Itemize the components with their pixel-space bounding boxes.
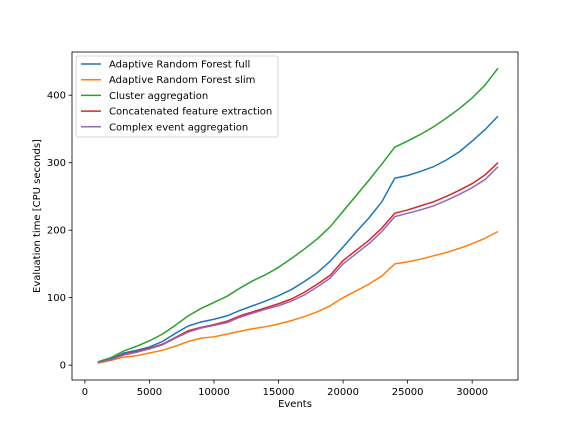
series-lines	[97, 67, 499, 364]
y-axis-label: Evaluation time [CPU seconds]	[32, 139, 43, 293]
legend: Adaptive Random Forest full Adaptive Rand…	[75, 55, 279, 138]
y-tick-label: 0	[60, 361, 66, 372]
x-tick-label: 25000	[392, 387, 424, 398]
legend-label: Concatenated feature extraction	[109, 107, 272, 118]
series-line-5	[97, 166, 499, 364]
x-axis-label: Events	[278, 399, 312, 410]
y-tick-label: 400	[47, 91, 66, 102]
x-tick-label: 20000	[327, 387, 359, 398]
y-tick-label: 100	[47, 293, 66, 304]
x-tick-label: 15000	[263, 387, 295, 398]
x-tick-label: 5000	[137, 387, 162, 398]
x-axis: 0 5000 10000 15000 20000 25000 30000	[82, 380, 488, 398]
x-tick-label: 10000	[198, 387, 230, 398]
legend-box	[75, 55, 279, 138]
legend-label: Adaptive Random Forest slim	[109, 75, 255, 86]
y-tick-label: 300	[47, 158, 66, 169]
x-tick-label: 0	[82, 387, 88, 398]
legend-label: Cluster aggregation	[109, 91, 208, 102]
legend-label: Adaptive Random Forest full	[109, 60, 250, 71]
series-line-3	[97, 67, 499, 363]
y-axis: 0 100 200 300 400	[47, 91, 72, 372]
series-line-1	[97, 115, 499, 364]
series-line-2	[97, 230, 499, 364]
plot-frame	[71, 51, 519, 381]
x-tick-label: 30000	[456, 387, 488, 398]
y-tick-label: 200	[47, 226, 66, 237]
legend-label: Complex event aggregation	[109, 122, 248, 133]
